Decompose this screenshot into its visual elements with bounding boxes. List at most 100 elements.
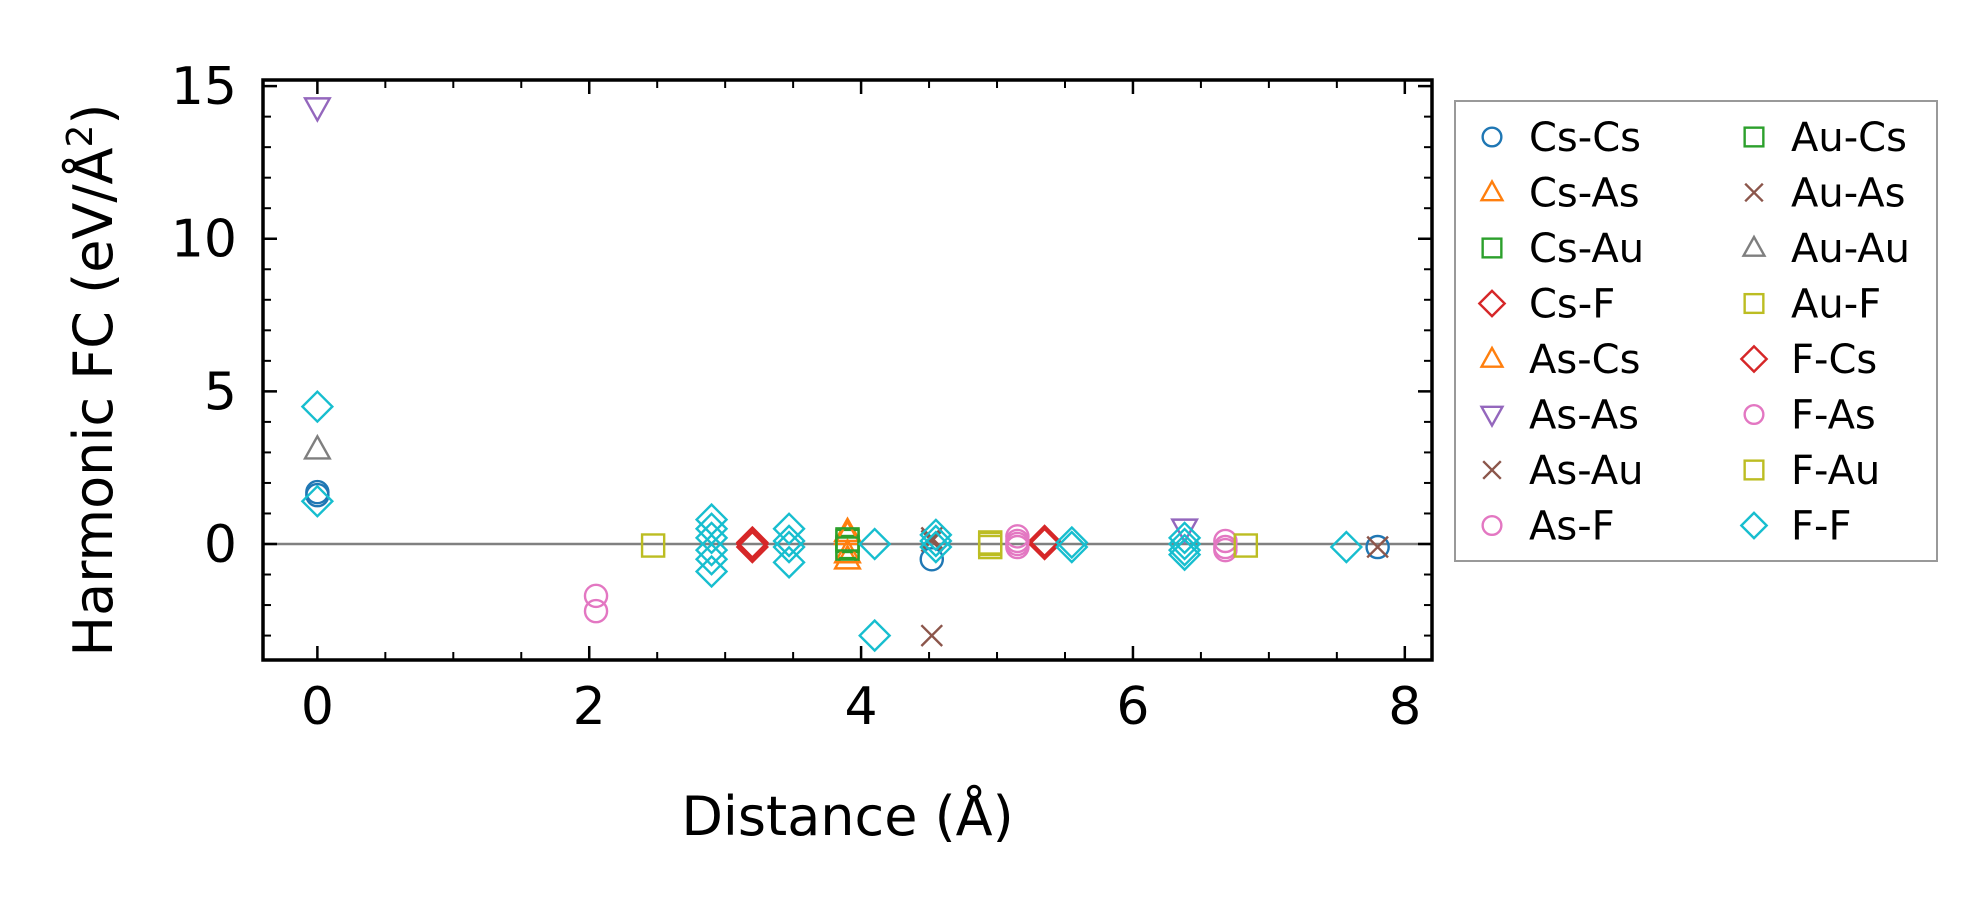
legend-marker-f-as [1743,403,1765,426]
point-f-f [772,512,806,546]
legend-label: Au-Cs [1791,115,1907,161]
legend-item: F-As [1743,393,1876,439]
x-tick-label: 0 [301,677,334,737]
x-tick-label: 6 [1116,677,1149,737]
series-au-au [302,433,332,460]
legend-marker-cs-cs [1481,126,1503,148]
legend-item: Au-As [1744,171,1905,217]
legend-item: As-Cs [1479,337,1640,383]
y-tick-label: 5 [204,362,237,422]
point-au-au [302,433,332,460]
axis-ticks: 0 2 4 6 8 0 5 10 15 [171,57,1432,737]
y-tick-label: 15 [171,57,237,117]
y-axis-label-sup: 2 [60,125,101,148]
point-as-as [302,97,332,123]
legend-marker-au-cs [1743,126,1765,148]
point-f-au [977,530,1003,555]
legend-label: As-As [1529,393,1639,439]
series-f-f [300,389,1364,653]
point-f-f [919,518,953,552]
point-f-au [1233,533,1259,558]
legend-marker-au-f [1743,292,1765,315]
x-tick-label: 8 [1388,677,1421,737]
point-f-f [772,545,806,579]
legend-item: Au-F [1743,282,1881,328]
point-f-f [694,533,729,567]
point-as-f [583,598,609,624]
series-as-f [583,524,1238,624]
legend-label: Cs-As [1529,171,1640,217]
point-f-f [858,527,892,561]
point-f-f [694,512,729,546]
legend-item: F-Au [1743,448,1880,494]
legend-label: Cs-F [1529,282,1615,328]
point-f-f [694,521,729,555]
point-as-f [1005,534,1030,560]
legend-item: Cs-As [1479,171,1640,217]
y-tick-label: 10 [171,210,237,270]
legend-label: Au-Au [1791,226,1910,272]
legend-item: Cs-F [1477,282,1615,328]
point-f-f [1167,521,1202,555]
point-au-cs [835,536,860,561]
legend-item: F-F [1739,504,1851,550]
y-axis-label-base: Harmonic FC (eV/Å [61,147,125,656]
point-cs-cs [1365,534,1390,560]
point-cs-cs [919,547,945,572]
point-cs-cs [305,482,330,508]
legend-item: As-As [1479,393,1639,439]
series-as-as [302,97,1200,545]
point-as-au [920,624,944,647]
point-f-f [772,524,806,558]
point-f-f [694,542,729,576]
series-f-au [977,530,1259,558]
point-f-f [1055,530,1089,564]
legend-label: Au-F [1791,282,1881,328]
point-au-f [640,533,666,558]
legend-label: As-Au [1529,448,1643,494]
legend-marker-cs-f [1477,289,1507,318]
legend-marker-au-as [1744,182,1764,203]
series-f-as [1005,528,1238,560]
legend-label: F-Cs [1791,337,1877,383]
point-f-f [300,484,335,518]
legend-item: Cs-Cs [1481,115,1641,161]
point-as-f [583,583,609,609]
x-tick-label: 2 [573,677,606,737]
point-as-au [1366,535,1389,559]
series-au-cs [835,527,860,561]
point-f-cs [735,527,769,561]
data-points [300,97,1390,653]
legend-marker-cs-au [1481,237,1503,259]
legend-marker-as-as [1479,405,1505,428]
x-tick-label: 4 [845,677,878,737]
legend-label: Cs-Au [1529,226,1644,272]
legend-label: Cs-Cs [1529,115,1641,161]
y-axis-label-end: ) [62,104,125,125]
legend-marker-cs-as [1479,179,1505,202]
point-as-f [1213,528,1238,554]
point-cs-f [1027,525,1062,560]
series-cs-cs [305,479,1390,572]
series-as-au [920,529,1389,647]
legend-item: Cs-Au [1481,226,1644,272]
point-as-cs [833,519,862,546]
legend-label: As-Cs [1529,337,1640,383]
point-f-f [1167,527,1202,561]
point-f-f [858,618,892,653]
legend-label: F-F [1791,504,1851,550]
plot-frame [261,78,1434,662]
point-f-f [919,530,953,564]
legend-item: Au-Cs [1743,115,1907,161]
legend-marker-f-au [1743,459,1765,481]
legend-label: F-Au [1791,448,1880,494]
legend-item: Au-Au [1741,226,1910,272]
point-cs-f [1027,524,1062,558]
point-f-as [1213,534,1238,560]
legend-marker-au-au [1741,234,1767,257]
legend-marker-f-cs [1739,344,1769,374]
point-f-f [1329,530,1364,564]
legend-label: Au-As [1791,171,1905,217]
legend-marker-f-f [1739,511,1769,540]
